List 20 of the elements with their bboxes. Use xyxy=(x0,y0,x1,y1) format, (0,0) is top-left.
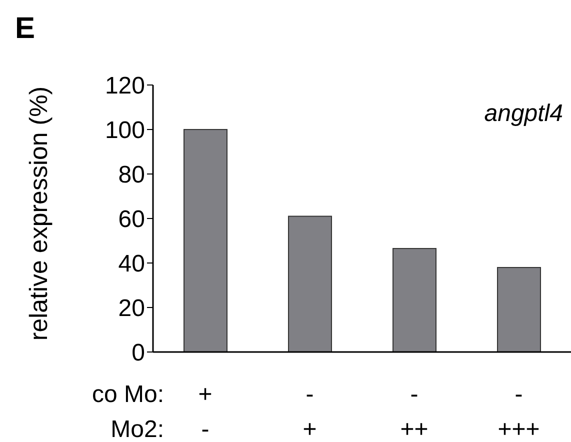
annotation: angptl4 xyxy=(484,100,563,127)
y-tick-label: 0 xyxy=(132,340,145,367)
x-tick-label: - + xyxy=(302,381,317,442)
x-tick-label: - +++ xyxy=(498,381,540,442)
text: Mo2: xyxy=(110,416,164,442)
x-tick-label: + - xyxy=(198,381,212,442)
y-tick-label: 40 xyxy=(118,250,145,278)
y-tick-label: 80 xyxy=(118,162,145,189)
text: co Mo: xyxy=(92,381,164,408)
y-tick-label: 60 xyxy=(118,206,145,234)
y-tick-label: 120 xyxy=(104,72,145,100)
y-axis-title: relative expression (%) xyxy=(24,86,53,341)
y-tick-label: 20 xyxy=(118,295,145,322)
bar xyxy=(184,129,228,352)
x-tick-label: - ++ xyxy=(400,381,428,442)
bar xyxy=(497,266,541,352)
bar xyxy=(392,248,436,352)
bar xyxy=(288,216,332,352)
y-tick-label: 100 xyxy=(104,117,145,144)
text: E xyxy=(15,12,36,45)
